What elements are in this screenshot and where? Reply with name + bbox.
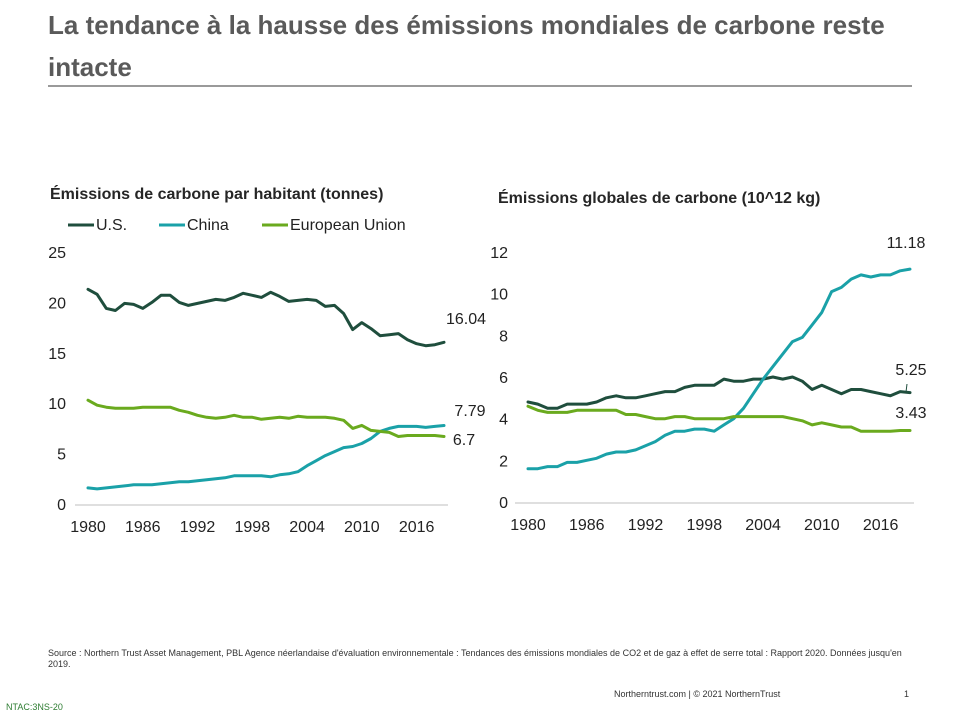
x-tick-label: 2004 [289,519,325,536]
y-tick-label: 5 [57,447,66,464]
y-tick-label: 0 [499,495,508,512]
page-title: La tendance à la hausse des émissions mo… [48,10,885,82]
x-tick-label: 1980 [70,519,106,536]
x-tick-label: 1992 [628,517,664,534]
x-tick-label: 1998 [687,517,723,534]
x-tick-label: 1998 [235,519,271,536]
y-tick-label: 15 [48,346,66,363]
x-tick-label: 1986 [569,517,605,534]
legend-label-china: China [187,217,229,234]
y-tick-label: 0 [57,497,66,514]
y-tick-label: 2 [499,453,508,470]
series-line-china [526,267,912,471]
doc-code: NTAC:3NS-20 [6,702,63,712]
source-note: Source : Northern Trust Asset Management… [48,648,902,669]
y-tick-label: 25 [48,245,66,262]
end-label-european-union: 6.7 [453,432,475,449]
y-tick-label: 6 [499,370,508,387]
footer-text: Northerntrust.com | © 2021 NorthernTrust [614,689,781,699]
end-label-china: 7.79 [454,403,485,420]
series-line-u-s [526,375,912,410]
title-divider [48,85,912,87]
series-line-china [86,424,446,491]
y-tick-label: 10 [48,396,66,413]
x-tick-label: 2016 [399,519,435,536]
series-line-european-union [526,404,912,433]
chart-title-global: Émissions globales de carbone (10^12 kg) [498,190,821,207]
y-tick-label: 12 [490,245,508,262]
chart-title-per-capita: Émissions de carbone par habitant (tonne… [50,186,384,203]
end-label-china: 11.18 [887,235,926,252]
x-tick-label: 1992 [180,519,216,536]
y-tick-label: 10 [490,287,508,304]
x-tick-label: 1980 [510,517,546,534]
y-tick-label: 20 [48,295,66,312]
end-label-u-s: 5.25 [895,362,926,379]
x-tick-label: 1986 [125,519,161,536]
legend-label-u-s: U.S. [96,217,127,234]
x-tick-label: 2016 [863,517,899,534]
page-number: 1 [904,689,910,699]
x-tick-label: 2004 [745,517,781,534]
legend-label-european-union: European Union [290,217,406,234]
x-tick-label: 2010 [804,517,840,534]
end-label-u-s: 16.04 [446,311,486,328]
y-tick-label: 8 [499,328,508,345]
x-tick-label: 2010 [344,519,380,536]
series-line-u-s [86,287,446,348]
y-tick-label: 4 [499,412,508,429]
series-line-european-union [86,398,446,438]
leader-line-us [905,383,908,393]
end-label-european-union: 3.43 [895,405,926,422]
